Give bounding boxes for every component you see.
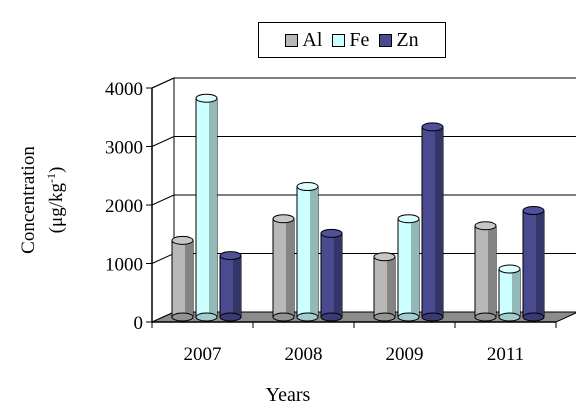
legend-label-al: Al	[302, 28, 323, 51]
bar-top	[522, 206, 545, 216]
y-tick-label: 4000	[105, 79, 143, 100]
bar-base	[421, 312, 444, 322]
bar-base	[522, 312, 545, 322]
bar-top	[421, 122, 444, 132]
bar-base	[296, 312, 319, 322]
bar	[171, 235, 194, 322]
legend-swatch-fe	[332, 33, 346, 47]
bar-top	[397, 214, 420, 224]
bar-base	[373, 312, 396, 322]
y-axis-title-superscript: -1	[44, 173, 58, 183]
bar-shade	[488, 225, 496, 317]
bar-shade	[387, 256, 395, 317]
legend-item-al: Al	[285, 29, 322, 52]
gridline-depth	[151, 194, 175, 206]
bar-base	[474, 312, 497, 322]
axes	[146, 87, 557, 328]
legend-label-fe: Fe	[349, 28, 370, 51]
legend: Al Fe Zn	[258, 22, 446, 58]
bar-top	[219, 251, 242, 261]
legend-swatch-al	[285, 33, 299, 47]
bar-shade	[435, 126, 443, 317]
y-tick-label: 2000	[105, 196, 143, 217]
gridline-depth	[151, 136, 175, 147]
gridlines	[151, 77, 576, 264]
bar-top	[195, 93, 218, 103]
bar-base	[219, 312, 242, 322]
bar-base	[320, 312, 343, 322]
bar	[397, 214, 420, 322]
bar	[296, 182, 319, 322]
bar-shade	[536, 210, 544, 317]
bar-base	[195, 312, 218, 322]
bar	[522, 206, 545, 322]
bar-top	[373, 252, 396, 262]
bar-base	[272, 312, 295, 322]
y-tick-label: 3000	[105, 138, 143, 159]
y-tick-labels: 0 1000 2000 3000 4000	[105, 79, 143, 334]
x-tick-label: 2009	[386, 344, 424, 365]
bar-top	[272, 214, 295, 224]
bar	[219, 251, 242, 322]
y-tick-label: 1000	[105, 255, 143, 276]
bar	[272, 214, 295, 322]
x-axis-title: Years	[265, 384, 311, 406]
legend-label-zn: Zn	[396, 28, 419, 51]
gridline-depth	[151, 253, 175, 264]
bar	[373, 252, 396, 322]
bar-top	[498, 264, 521, 274]
legend-item-fe: Fe	[332, 29, 369, 52]
x-tick-label: 2008	[285, 344, 323, 365]
bar-top	[296, 182, 319, 192]
bar-top	[474, 221, 497, 231]
bar-base	[397, 312, 420, 322]
legend-item-zn: Zn	[379, 28, 419, 52]
bar-shade	[286, 218, 294, 317]
bar	[474, 221, 497, 322]
x-tick-label: 2011	[487, 344, 524, 365]
bars	[171, 93, 545, 322]
legend-swatch-zn	[379, 33, 393, 47]
y-axis-title: Concentration (μg/kg-1)	[18, 146, 67, 254]
bar-top	[171, 235, 194, 245]
bar-base	[498, 312, 521, 322]
y-axis-title-line1: Concentration	[18, 146, 39, 254]
y-axis-title-line2: (μg/kg-1)	[44, 167, 67, 234]
bar-shade	[411, 218, 419, 317]
bar-shade	[310, 186, 318, 317]
bar-shade	[185, 240, 193, 317]
bar-shade	[334, 233, 342, 317]
bar	[195, 93, 218, 322]
gridline-depth	[151, 77, 175, 89]
bar-shade	[233, 255, 241, 317]
bar-shade	[512, 269, 520, 317]
x-tick-labels: 2007 2008 2009 2011	[184, 344, 525, 365]
bar-shade	[209, 98, 217, 318]
bar-base	[171, 312, 194, 322]
y-tick-label: 0	[134, 313, 144, 334]
bar	[320, 228, 343, 322]
bar	[498, 264, 521, 322]
x-tick-label: 2007	[184, 344, 222, 365]
bar	[421, 122, 444, 322]
bar-top	[320, 228, 343, 238]
